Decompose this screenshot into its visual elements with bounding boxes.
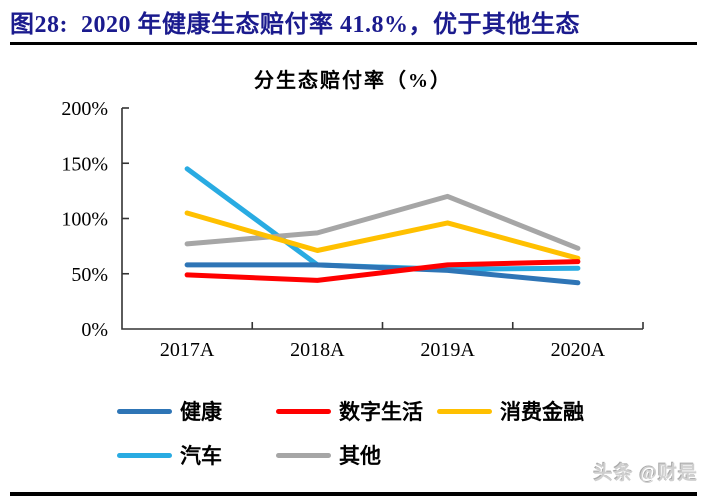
legend-label-consumer-finance: 消费金融: [500, 400, 584, 424]
series-line-1: [184, 259, 581, 283]
y-tick-label: 150%: [61, 153, 108, 175]
legend-item-health: 健康: [117, 399, 276, 424]
legend-swatch-digital-life: [276, 408, 331, 414]
y-tick-label: 0%: [81, 319, 108, 341]
legend-label-auto: 汽车: [180, 444, 222, 468]
legend-label-health: 健康: [180, 400, 222, 424]
legend-swatch-health: [117, 408, 172, 414]
legend-swatch-consumer-finance: [437, 408, 492, 414]
x-tick-label: 2019A: [420, 339, 475, 361]
axes: [121, 108, 643, 330]
x-tick-label: 2018A: [290, 339, 345, 361]
legend-item-digital-life: 数字生活: [276, 399, 437, 424]
bottom-bar: [10, 492, 697, 496]
figure-header-title: 图28: 2020 年健康生态赔付率 41.8%，优于其他生态: [10, 12, 580, 38]
y-tick-label: 100%: [61, 209, 108, 231]
x-tick-label: 2020A: [551, 339, 606, 361]
legend-item-consumer-finance: 消费金融: [437, 399, 584, 424]
watermark: 头条 @财是: [593, 463, 698, 484]
legend-item-other: 其他: [276, 443, 437, 468]
chart-legend: 健康 数字生活 消费金融 汽车 其他: [117, 399, 584, 468]
legend-swatch-other: [276, 452, 331, 458]
y-tick-label: 200%: [61, 98, 108, 120]
header-rule: [10, 42, 697, 45]
series-line-3: [184, 166, 581, 272]
legend-label-digital-life: 数字生活: [339, 400, 423, 424]
x-tick-label: 2017A: [160, 339, 215, 361]
legend-item-auto: 汽车: [117, 443, 276, 468]
series-line-4: [184, 193, 581, 251]
series-line-0: [184, 262, 581, 286]
legend-swatch-auto: [117, 452, 172, 458]
y-tick-label: 50%: [71, 264, 108, 286]
series-line-2: [184, 210, 581, 261]
chart-title: 分生态赔付率（%）: [254, 70, 452, 92]
legend-label-other: 其他: [339, 444, 381, 468]
